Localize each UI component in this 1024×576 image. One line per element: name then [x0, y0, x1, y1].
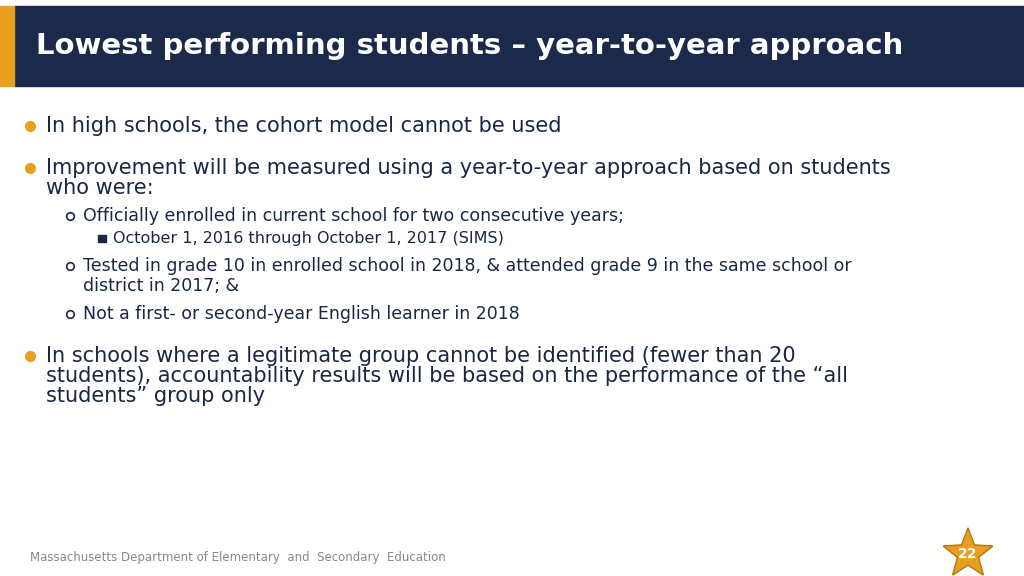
- Text: 22: 22: [958, 547, 978, 561]
- Text: students” group only: students” group only: [46, 386, 265, 406]
- Text: district in 2017; &: district in 2017; &: [83, 277, 240, 295]
- Text: In high schools, the cohort model cannot be used: In high schools, the cohort model cannot…: [46, 116, 561, 136]
- Text: who were:: who were:: [46, 178, 154, 198]
- Bar: [0, 6, 14, 86]
- Text: Officially enrolled in current school for two consecutive years;: Officially enrolled in current school fo…: [83, 207, 624, 225]
- Text: Improvement will be measured using a year-to-year approach based on students: Improvement will be measured using a yea…: [46, 158, 891, 178]
- Bar: [98, 234, 106, 241]
- Polygon shape: [943, 528, 992, 575]
- Text: Tested in grade 10 in enrolled school in 2018, & attended grade 9 in the same sc: Tested in grade 10 in enrolled school in…: [83, 257, 852, 275]
- Text: Lowest performing students – year-to-year approach: Lowest performing students – year-to-yea…: [36, 32, 903, 60]
- Text: students), accountability results will be based on the performance of the “all: students), accountability results will b…: [46, 366, 848, 386]
- Text: Massachusetts Department of Elementary  and  Secondary  Education: Massachusetts Department of Elementary a…: [30, 551, 445, 564]
- Text: In schools where a legitimate group cannot be identified (fewer than 20: In schools where a legitimate group cann…: [46, 346, 796, 366]
- Text: October 1, 2016 through October 1, 2017 (SIMS): October 1, 2016 through October 1, 2017 …: [113, 230, 504, 245]
- Text: Not a first- or second-year English learner in 2018: Not a first- or second-year English lear…: [83, 305, 520, 323]
- Bar: [14, 6, 1024, 86]
